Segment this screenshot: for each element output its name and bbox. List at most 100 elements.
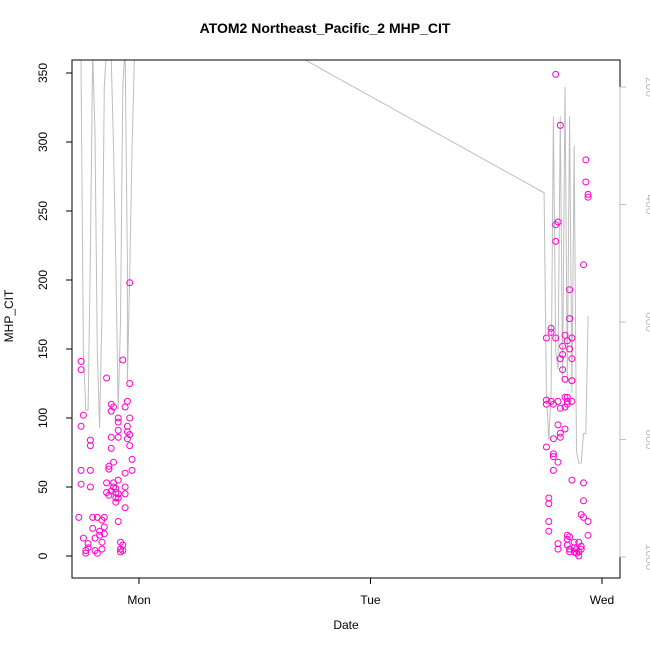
y-tick-label: 150 [36, 339, 50, 359]
data-point [119, 356, 127, 364]
y-tick-label: 200 [36, 270, 50, 290]
data-point [103, 479, 111, 487]
data-point [121, 504, 129, 512]
y-tick-label: 100 [36, 408, 50, 428]
data-point [114, 414, 122, 422]
y2-tick-label: 1000 [643, 544, 650, 571]
data-point [554, 397, 562, 405]
data-point [552, 70, 560, 78]
data-point [89, 524, 97, 532]
data-point [566, 548, 574, 556]
data-point [114, 494, 122, 502]
data-point [77, 357, 85, 365]
data-point [100, 523, 108, 531]
data-point [103, 374, 111, 382]
x-tick-label: Wed [590, 593, 614, 607]
y2-tick-label: 800 [643, 429, 650, 449]
data-point [128, 455, 136, 463]
data-point [126, 279, 134, 287]
data-point [556, 433, 564, 441]
data-point [126, 431, 134, 439]
data-point [542, 334, 550, 342]
data-point [545, 500, 553, 508]
data-point [114, 476, 122, 484]
data-point [110, 458, 117, 466]
data-point [568, 476, 576, 484]
data-point [556, 355, 564, 363]
data-point [563, 541, 571, 549]
data-point [545, 527, 553, 535]
data-point [84, 544, 92, 552]
data-point [554, 218, 562, 226]
y2-tick-label: 600 [643, 312, 650, 332]
data-point [121, 483, 129, 491]
y2-tick-label: 400 [643, 194, 650, 214]
data-point [577, 542, 585, 550]
data-point [549, 450, 557, 458]
data-point [84, 540, 92, 548]
data-point [547, 328, 555, 336]
data-point [114, 426, 122, 434]
data-point [105, 491, 113, 499]
data-point [77, 422, 85, 430]
data-point [114, 490, 122, 498]
data-point [121, 490, 129, 498]
data-point [580, 261, 587, 269]
data-point [568, 334, 576, 342]
x-tick-label: Tue [360, 593, 381, 607]
data-point [549, 435, 557, 443]
data-point [123, 435, 131, 443]
data-point [86, 442, 94, 450]
data-point [575, 552, 583, 560]
data-point [559, 342, 567, 350]
chart-title: ATOM2 Northeast_Pacific_2 MHP_CIT [199, 20, 451, 36]
data-point [561, 393, 569, 401]
y-tick-label: 300 [36, 132, 50, 152]
data-point [566, 533, 574, 541]
data-point [86, 466, 94, 474]
data-point [554, 545, 562, 553]
data-point [561, 425, 569, 433]
data-point [582, 156, 590, 164]
data-point [542, 396, 550, 404]
x-tick-label: Mon [127, 593, 150, 607]
y-tick-label: 250 [36, 201, 50, 221]
data-point [119, 541, 127, 549]
data-point [561, 375, 569, 383]
data-point [121, 403, 129, 411]
data-point [96, 531, 104, 539]
data-point [559, 351, 567, 358]
data-point [563, 397, 571, 405]
data-point [100, 513, 108, 521]
y2-tick-label: 200 [643, 77, 650, 97]
profile-line [80, 60, 589, 464]
data-point [549, 453, 557, 461]
data-point [107, 444, 115, 452]
data-point [79, 534, 87, 542]
data-point [98, 545, 106, 553]
data-point [582, 178, 590, 186]
data-point [545, 518, 553, 525]
data-point [77, 366, 85, 374]
data-point [580, 497, 587, 505]
data-point [98, 538, 106, 546]
data-point [584, 518, 592, 525]
data-point [568, 355, 576, 363]
data-point [123, 397, 131, 405]
data-point [105, 465, 113, 473]
data-point [126, 442, 134, 450]
data-point [126, 414, 134, 422]
data-point [556, 121, 564, 129]
data-point [566, 315, 574, 323]
data-point [110, 403, 117, 411]
data-point [577, 545, 585, 553]
data-point [566, 286, 574, 294]
data-point [126, 380, 134, 387]
data-point [563, 393, 571, 401]
data-point [552, 237, 560, 245]
data-point [584, 531, 592, 539]
data-point [114, 418, 122, 426]
data-point [86, 483, 94, 491]
data-point [93, 549, 101, 557]
